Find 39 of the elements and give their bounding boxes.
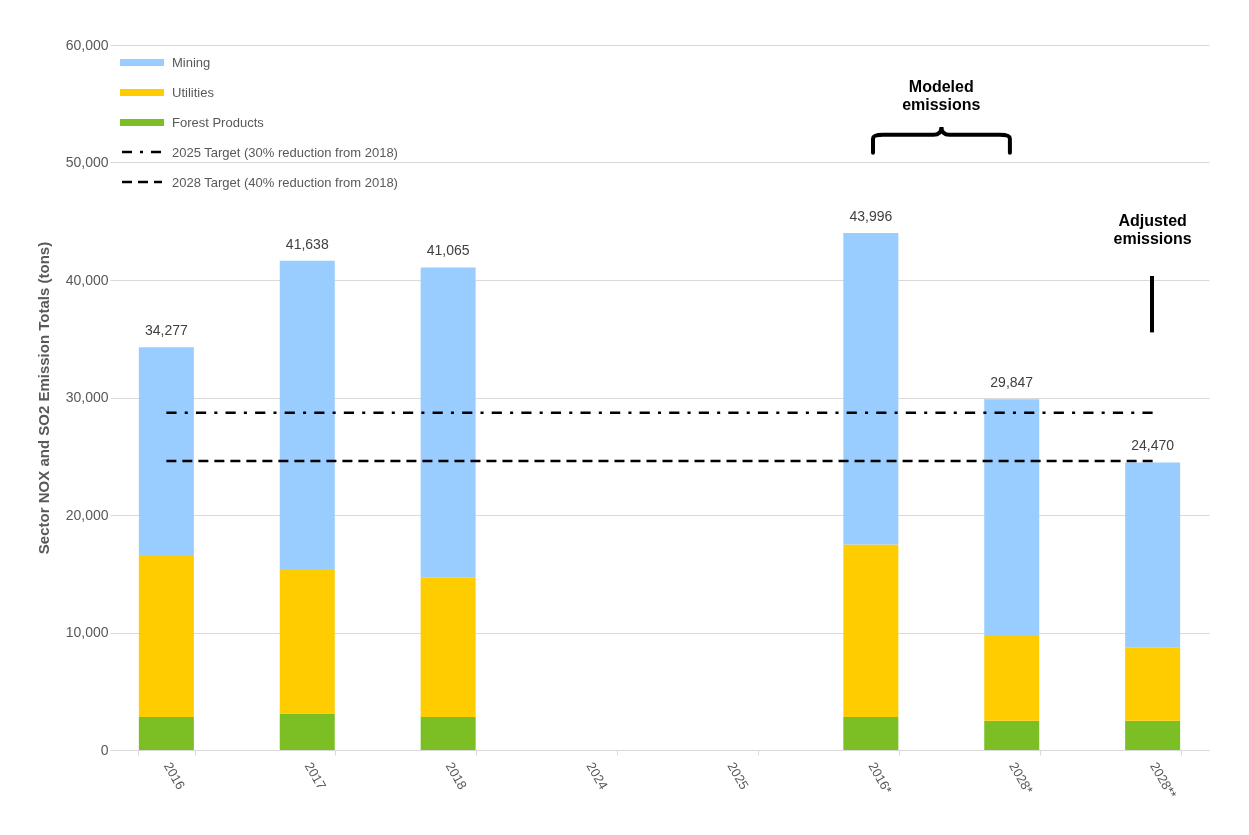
y-tick-label: 0: [100, 741, 109, 758]
annotation: Modeled emissions: [901, 77, 982, 114]
bar: [843, 717, 899, 750]
bar: [420, 717, 476, 750]
bar: [138, 347, 194, 555]
total-label: 43,996: [849, 208, 893, 225]
y-tick-label: 60,000: [65, 36, 109, 53]
legend-label: 2025 Target (30% reduction from 2018): [172, 144, 398, 160]
bar: [984, 636, 1040, 721]
legend-label: Utilities: [172, 84, 214, 100]
bar: [984, 399, 1040, 637]
bar: [843, 544, 899, 718]
bar: [279, 260, 335, 570]
y-tick-label: 20,000: [65, 506, 109, 523]
y-tick-label: 30,000: [65, 389, 109, 405]
y-tick-label: 50,000: [65, 154, 109, 170]
bar: [1125, 720, 1181, 750]
legend-label: Forest Products: [172, 114, 264, 130]
bar: [279, 713, 335, 750]
bar: [1125, 462, 1181, 648]
bar: [420, 577, 476, 718]
bar: [138, 717, 194, 750]
total-label: 41,065: [426, 242, 470, 259]
bar: [843, 233, 899, 545]
y-tick-label: 40,000: [65, 271, 109, 288]
total-label: 41,638: [285, 235, 329, 252]
bar: [984, 720, 1040, 750]
legend-label: Mining: [172, 54, 211, 70]
bar: [138, 554, 194, 718]
bar: [1125, 647, 1181, 721]
legend-label: 2028 Target (40% reduction from 2018): [172, 174, 398, 190]
total-label: 24,470: [1131, 437, 1175, 454]
bar: [279, 569, 335, 714]
y-axis-title: Sector NOX and SO2 Emission Totals (tons): [34, 241, 52, 555]
bar: [420, 267, 476, 578]
y-tick-label: 10,000: [65, 624, 109, 640]
total-label: 29,847: [990, 374, 1034, 391]
total-label: 34,277: [144, 322, 188, 339]
annotation: Adjusted emissions: [1112, 211, 1193, 248]
